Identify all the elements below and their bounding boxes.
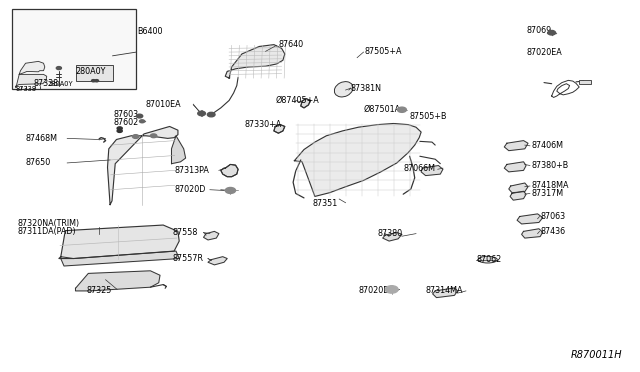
Text: 87418MA: 87418MA bbox=[531, 182, 569, 190]
Text: 87320NA(TRIM): 87320NA(TRIM) bbox=[18, 219, 80, 228]
Text: 87062: 87062 bbox=[477, 255, 502, 264]
Polygon shape bbox=[294, 124, 421, 196]
Polygon shape bbox=[274, 125, 285, 133]
Text: 87020EA: 87020EA bbox=[526, 48, 562, 57]
Circle shape bbox=[140, 120, 145, 123]
Text: 87066M: 87066M bbox=[403, 164, 435, 173]
Polygon shape bbox=[504, 162, 526, 172]
Text: 87602: 87602 bbox=[114, 118, 139, 126]
Text: 87069: 87069 bbox=[526, 26, 551, 35]
Text: 87380: 87380 bbox=[378, 229, 403, 238]
Circle shape bbox=[225, 187, 236, 193]
Circle shape bbox=[207, 112, 215, 117]
Circle shape bbox=[132, 135, 139, 138]
Text: 87338: 87338 bbox=[33, 79, 58, 88]
Polygon shape bbox=[15, 74, 47, 87]
Text: Ø87405+A: Ø87405+A bbox=[275, 96, 319, 105]
Polygon shape bbox=[504, 141, 528, 151]
Text: 87406M: 87406M bbox=[531, 141, 563, 150]
Polygon shape bbox=[383, 232, 402, 241]
Text: 87325: 87325 bbox=[86, 286, 112, 295]
Ellipse shape bbox=[334, 81, 353, 97]
Circle shape bbox=[385, 286, 398, 293]
Polygon shape bbox=[221, 164, 238, 177]
Text: 87351: 87351 bbox=[312, 199, 337, 208]
Text: 87505+A: 87505+A bbox=[365, 47, 403, 56]
Text: R870011H: R870011H bbox=[570, 350, 622, 360]
Text: 87380+B: 87380+B bbox=[531, 161, 568, 170]
Circle shape bbox=[150, 134, 157, 138]
Text: 87311DA(PAD): 87311DA(PAD) bbox=[18, 227, 77, 236]
Text: 87468M: 87468M bbox=[26, 134, 58, 143]
Text: 87313PA: 87313PA bbox=[175, 166, 209, 175]
Text: 87640: 87640 bbox=[278, 40, 303, 49]
Text: 87317M: 87317M bbox=[531, 189, 563, 198]
Text: 280A0Y: 280A0Y bbox=[76, 67, 106, 76]
Polygon shape bbox=[208, 257, 227, 265]
Text: 87338: 87338 bbox=[16, 86, 37, 92]
Circle shape bbox=[198, 111, 205, 116]
Polygon shape bbox=[19, 61, 45, 74]
Text: 87436: 87436 bbox=[541, 227, 566, 236]
Polygon shape bbox=[225, 45, 285, 78]
Circle shape bbox=[95, 80, 99, 82]
Circle shape bbox=[397, 107, 406, 112]
Text: 87010EA: 87010EA bbox=[146, 100, 182, 109]
Text: 87603: 87603 bbox=[114, 110, 139, 119]
Polygon shape bbox=[76, 271, 160, 291]
Polygon shape bbox=[510, 191, 526, 200]
Bar bbox=[579, 80, 591, 84]
Ellipse shape bbox=[478, 256, 497, 263]
Text: 87381N: 87381N bbox=[351, 84, 381, 93]
Text: 87063: 87063 bbox=[541, 212, 566, 221]
Text: 87020D: 87020D bbox=[358, 286, 390, 295]
Polygon shape bbox=[59, 225, 179, 259]
Text: B6400: B6400 bbox=[138, 27, 163, 36]
Polygon shape bbox=[522, 229, 543, 238]
Polygon shape bbox=[172, 136, 186, 164]
Circle shape bbox=[136, 114, 143, 118]
Text: 87557R: 87557R bbox=[173, 254, 204, 263]
Text: 280A0Y: 280A0Y bbox=[47, 81, 73, 87]
Polygon shape bbox=[61, 251, 179, 266]
Polygon shape bbox=[509, 183, 528, 193]
Circle shape bbox=[117, 127, 122, 130]
Circle shape bbox=[56, 67, 61, 70]
Text: Ø87501A: Ø87501A bbox=[364, 105, 401, 114]
Polygon shape bbox=[517, 214, 543, 224]
Bar bbox=[12, 9, 136, 89]
Text: 87314MA: 87314MA bbox=[426, 286, 463, 295]
Circle shape bbox=[92, 80, 95, 82]
Text: 87505+B: 87505+B bbox=[410, 112, 447, 121]
Bar bbox=[76, 65, 113, 81]
Text: 87020D: 87020D bbox=[175, 185, 206, 194]
Polygon shape bbox=[433, 288, 458, 298]
Polygon shape bbox=[301, 99, 310, 108]
Polygon shape bbox=[421, 166, 443, 176]
Polygon shape bbox=[108, 126, 178, 205]
Text: 87558: 87558 bbox=[173, 228, 198, 237]
Text: 87330+A: 87330+A bbox=[244, 120, 282, 129]
Text: 87650: 87650 bbox=[26, 158, 51, 167]
Circle shape bbox=[548, 31, 556, 35]
Polygon shape bbox=[204, 231, 219, 240]
Circle shape bbox=[117, 129, 122, 132]
